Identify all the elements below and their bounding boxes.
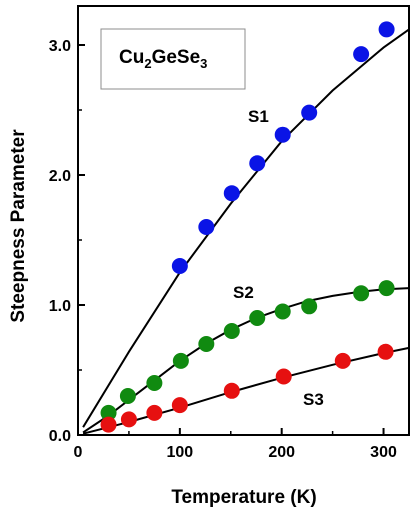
s2-data-point (274, 303, 291, 320)
formula-text: Cu (119, 47, 144, 68)
annotation-box: Cu2GeSe3 (100, 28, 246, 90)
s1-data-point (171, 258, 188, 274)
s1-data-point (274, 126, 291, 143)
x-axis-title: Temperature (K) (171, 487, 316, 508)
x-tick-label: 100 (166, 444, 193, 461)
annotation-frame (100, 28, 246, 90)
s1-label: S1 (248, 107, 269, 126)
s3-data-point (275, 368, 292, 385)
s1-data-point (249, 155, 266, 172)
s3-label: S3 (303, 390, 324, 409)
formula-text: GeSe (152, 47, 201, 68)
s2-data-point (198, 336, 215, 352)
s3-data-point (146, 404, 163, 421)
y-tick-label: 0.0 (49, 428, 71, 445)
formula-subscript: 3 (200, 56, 207, 71)
formula-subscript: 2 (144, 56, 151, 71)
s1-data-point (223, 185, 240, 202)
s1-data-point (378, 21, 395, 38)
s3-data-point (334, 352, 351, 369)
s2-fit-curve (82, 287, 410, 434)
y-tick-label: 1.0 (49, 298, 71, 315)
axis-ticks: 0 100 200 300 0.0 1.0 2.0 3.0 (49, 38, 397, 461)
s3-data-point (120, 411, 137, 428)
s2-data-point (100, 404, 117, 421)
s2-data-point (223, 323, 240, 339)
s1-fit-curve (82, 28, 410, 428)
s3-fit-curve (82, 346, 410, 435)
s2-data-point (301, 298, 318, 315)
s3-data-point (223, 382, 240, 399)
s2-data-point (378, 280, 395, 297)
s2-label: S2 (233, 283, 254, 302)
plot-frame (77, 5, 410, 436)
s2-data-point (172, 352, 189, 369)
s1-data-point (301, 104, 318, 121)
s3-data-point (377, 343, 394, 360)
compound-formula: Cu2GeSe3 (119, 47, 207, 71)
s3-data-point (171, 397, 188, 414)
s2-data-point (249, 310, 266, 326)
s2-data-point (353, 285, 370, 302)
data-points (100, 21, 395, 433)
y-tick-label: 2.0 (49, 168, 71, 185)
series-labels: S1 S2 S3 (233, 107, 324, 409)
s1-data-point (198, 219, 215, 235)
fit-curves (82, 28, 410, 435)
s2-data-point (119, 388, 136, 404)
s2-data-point (146, 375, 163, 391)
x-tick-label: 0 (74, 444, 83, 461)
x-tick-label: 300 (370, 444, 397, 461)
s3-data-point (100, 416, 117, 433)
x-tick-label: 200 (268, 444, 295, 461)
y-axis-title: Steepness Parameter (8, 129, 29, 323)
y-tick-label: 3.0 (49, 38, 71, 55)
s1-data-point (353, 46, 370, 63)
